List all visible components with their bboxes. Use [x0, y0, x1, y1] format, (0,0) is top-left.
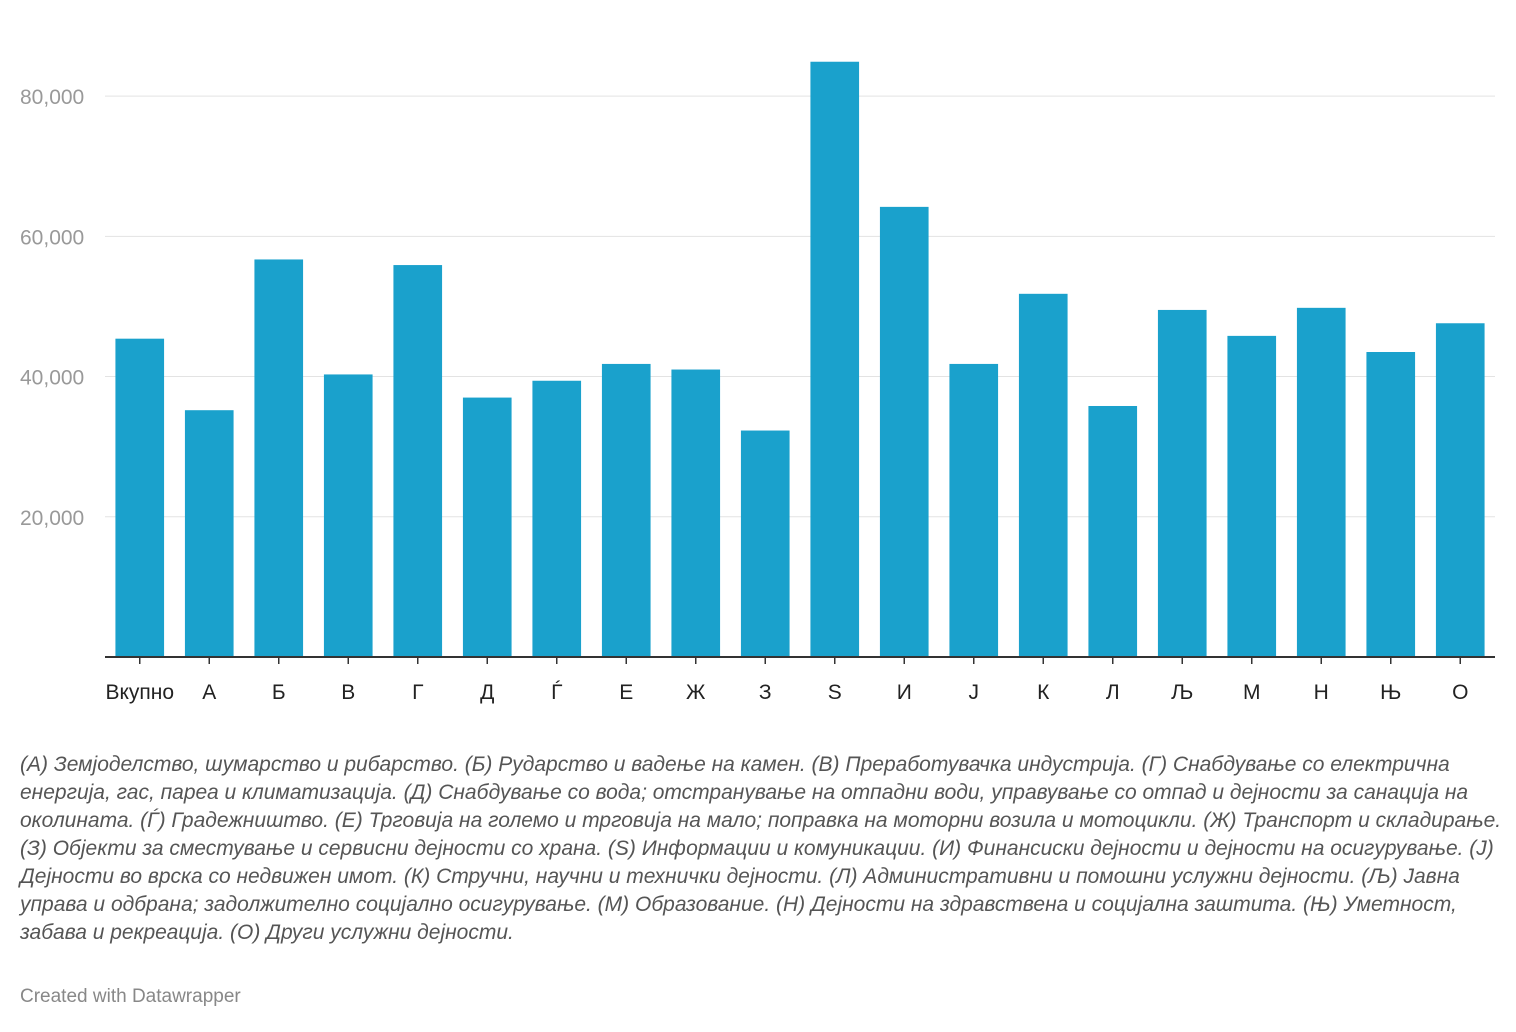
- x-category-label: М: [1243, 681, 1261, 704]
- bar: [671, 369, 721, 657]
- y-tick-label: 20,000: [20, 507, 84, 530]
- x-category-label: О: [1452, 681, 1468, 704]
- bar-chart: 20,000 40,000 60,000 80,000 Вкупно А Б В Г Д Ѓ Е Ж З…: [20, 61, 1495, 704]
- bar: [740, 430, 790, 657]
- y-axis-tick-labels: 20,000 40,000 60,000 80,000: [20, 86, 84, 530]
- bar: [115, 338, 165, 657]
- x-category-label: З: [759, 681, 772, 704]
- x-category-label: Е: [619, 681, 633, 704]
- y-tick-label: 60,000: [20, 226, 84, 249]
- bar: [532, 380, 582, 657]
- bar: [1296, 307, 1346, 657]
- bar: [1435, 323, 1485, 657]
- bar: [323, 374, 373, 657]
- bar: [1227, 335, 1277, 657]
- x-category-label: К: [1037, 681, 1050, 704]
- bar: [879, 206, 929, 657]
- x-category-label: Д: [480, 681, 494, 704]
- bar: [601, 363, 651, 657]
- x-category-label: Њ: [1380, 681, 1401, 704]
- x-category-label: Б: [272, 681, 286, 704]
- x-category-label: Ж: [686, 681, 706, 704]
- bar: [1018, 293, 1068, 657]
- x-category-label: Вкупно: [105, 681, 174, 704]
- y-tick-label: 40,000: [20, 367, 84, 390]
- datawrapper-credit: Created with Datawrapper: [20, 986, 241, 1007]
- x-category-label: Ј: [969, 681, 980, 704]
- x-category-label: И: [897, 681, 912, 704]
- x-category-label: А: [202, 681, 216, 704]
- y-gridlines: [105, 95, 1495, 518]
- x-category-label: S: [828, 681, 842, 704]
- x-axis-category-labels: Вкупно А Б В Г Д Ѓ Е Ж З S И Ј К Л Љ М Н Њ О: [105, 681, 1468, 704]
- x-category-label: Н: [1314, 681, 1329, 704]
- bar: [1366, 352, 1416, 657]
- bar: [1088, 405, 1138, 657]
- bar: [462, 397, 512, 657]
- x-category-label: Љ: [1171, 681, 1193, 704]
- bar: [949, 363, 999, 657]
- x-axis: [105, 656, 1495, 664]
- x-category-label: Ѓ: [551, 681, 562, 704]
- bar: [810, 61, 860, 657]
- bar: [184, 410, 234, 657]
- bar: [254, 259, 304, 657]
- y-tick-label: 80,000: [20, 86, 84, 109]
- x-category-label: В: [341, 681, 355, 704]
- bars: [115, 61, 1485, 657]
- bar: [393, 265, 443, 657]
- category-legend-notes: (А) Земјоделство, шумарство и рибарство.…: [20, 753, 1502, 944]
- bar: [1157, 309, 1207, 657]
- x-category-label: Л: [1106, 681, 1120, 704]
- x-category-label: Г: [412, 681, 423, 704]
